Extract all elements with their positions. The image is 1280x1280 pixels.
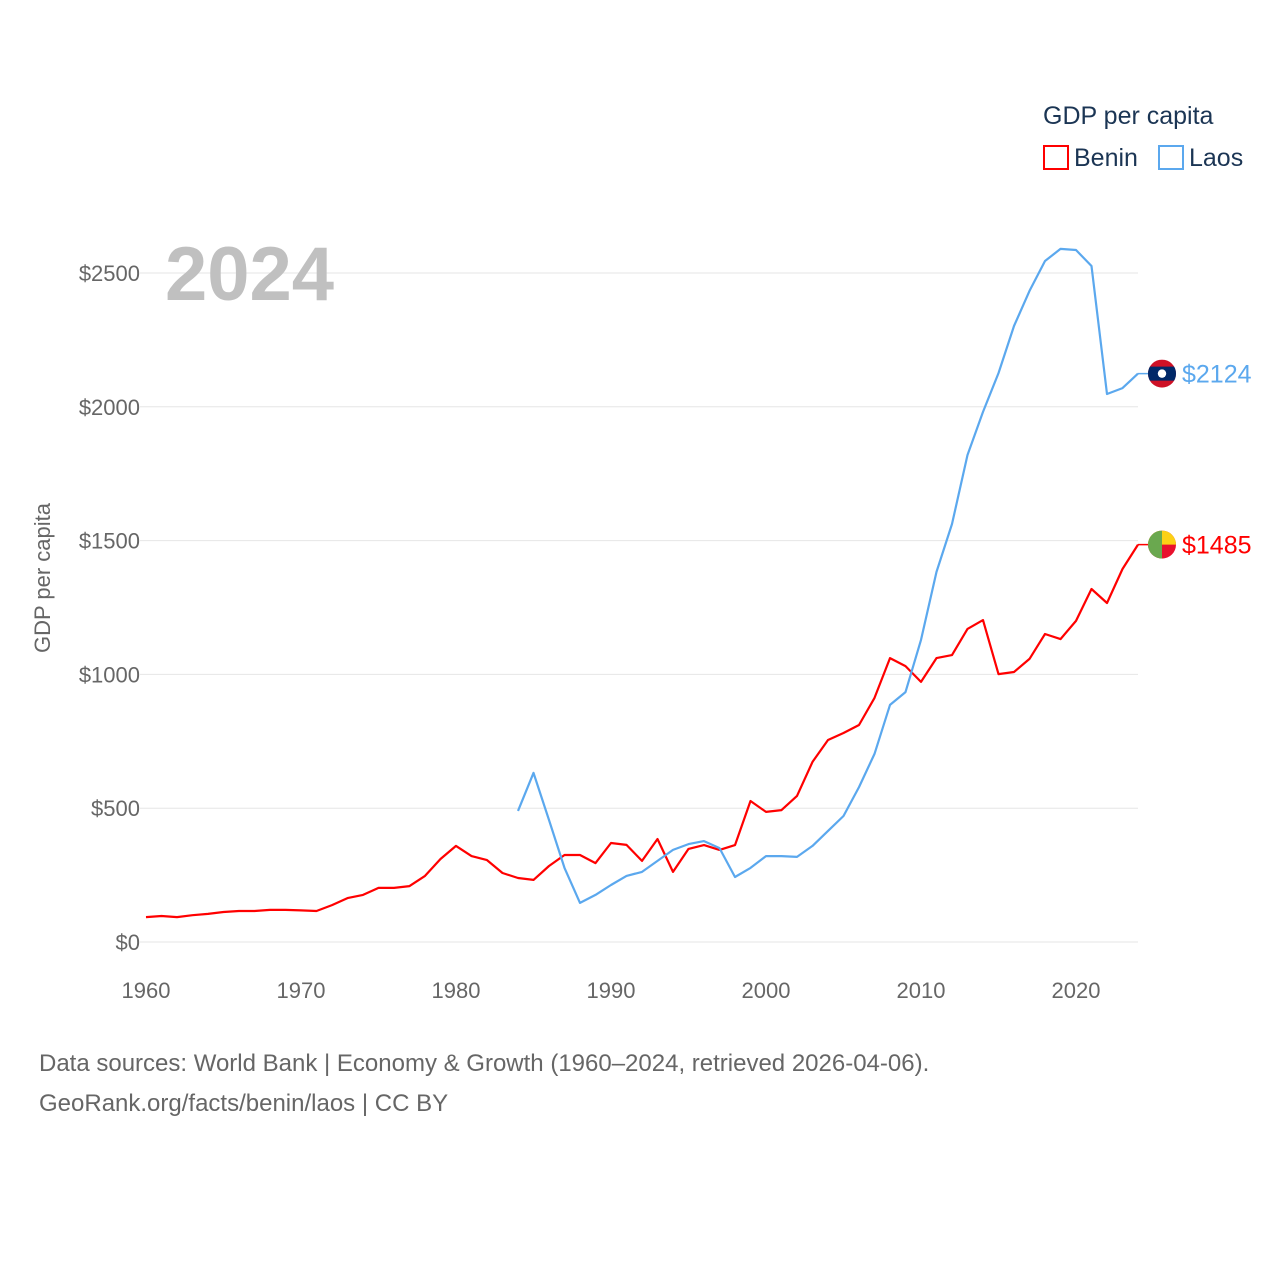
x-tick-label: 2010 — [897, 978, 946, 1003]
y-tick-label: $2500 — [79, 261, 140, 286]
laos-flag-icon — [1148, 359, 1176, 388]
year-watermark: 2024 — [165, 232, 334, 317]
end-value-label-laos: $2124 — [1182, 361, 1252, 389]
line-chart: $0 $500 $1000 $1500 $2000 $2500 1960 1970 1980 1… — [30, 102, 1252, 1003]
y-tick-label: $500 — [91, 796, 140, 821]
legend: GDP per capita Benin Laos — [1043, 102, 1243, 172]
x-tick-label: 1980 — [432, 978, 481, 1003]
y-tick-label: $2000 — [79, 395, 140, 420]
x-tick-label: 1960 — [122, 978, 171, 1003]
x-tick-label: 2020 — [1052, 978, 1101, 1003]
end-value-label-benin: $1485 — [1182, 532, 1252, 560]
y-tick-label: $1500 — [79, 529, 140, 554]
series-line-benin[interactable] — [145, 544, 1139, 919]
source-link[interactable]: GeoRank.org/facts/benin/laos | CC BY — [39, 1090, 449, 1117]
series-line-laos[interactable] — [516, 247, 1139, 905]
legend-swatch-benin[interactable] — [1043, 145, 1069, 170]
y-axis-title: GDP per capita — [30, 502, 55, 653]
y-tick-label: $1000 — [79, 662, 140, 687]
legend-title: GDP per capita — [1043, 102, 1214, 130]
y-tick-label: $0 — [116, 930, 140, 955]
legend-swatch-laos[interactable] — [1158, 145, 1184, 170]
data-source-note: Data sources: World Bank | Economy & Gro… — [39, 1050, 930, 1077]
legend-label-benin[interactable]: Benin — [1074, 144, 1138, 172]
footer: Data sources: World Bank | Economy & Gro… — [39, 1044, 929, 1124]
x-tick-label: 1970 — [277, 978, 326, 1003]
x-tick-label: 1990 — [587, 978, 636, 1003]
legend-label-laos[interactable]: Laos — [1189, 144, 1243, 172]
benin-flag-icon — [1148, 530, 1176, 559]
x-tick-label: 2000 — [742, 978, 791, 1003]
